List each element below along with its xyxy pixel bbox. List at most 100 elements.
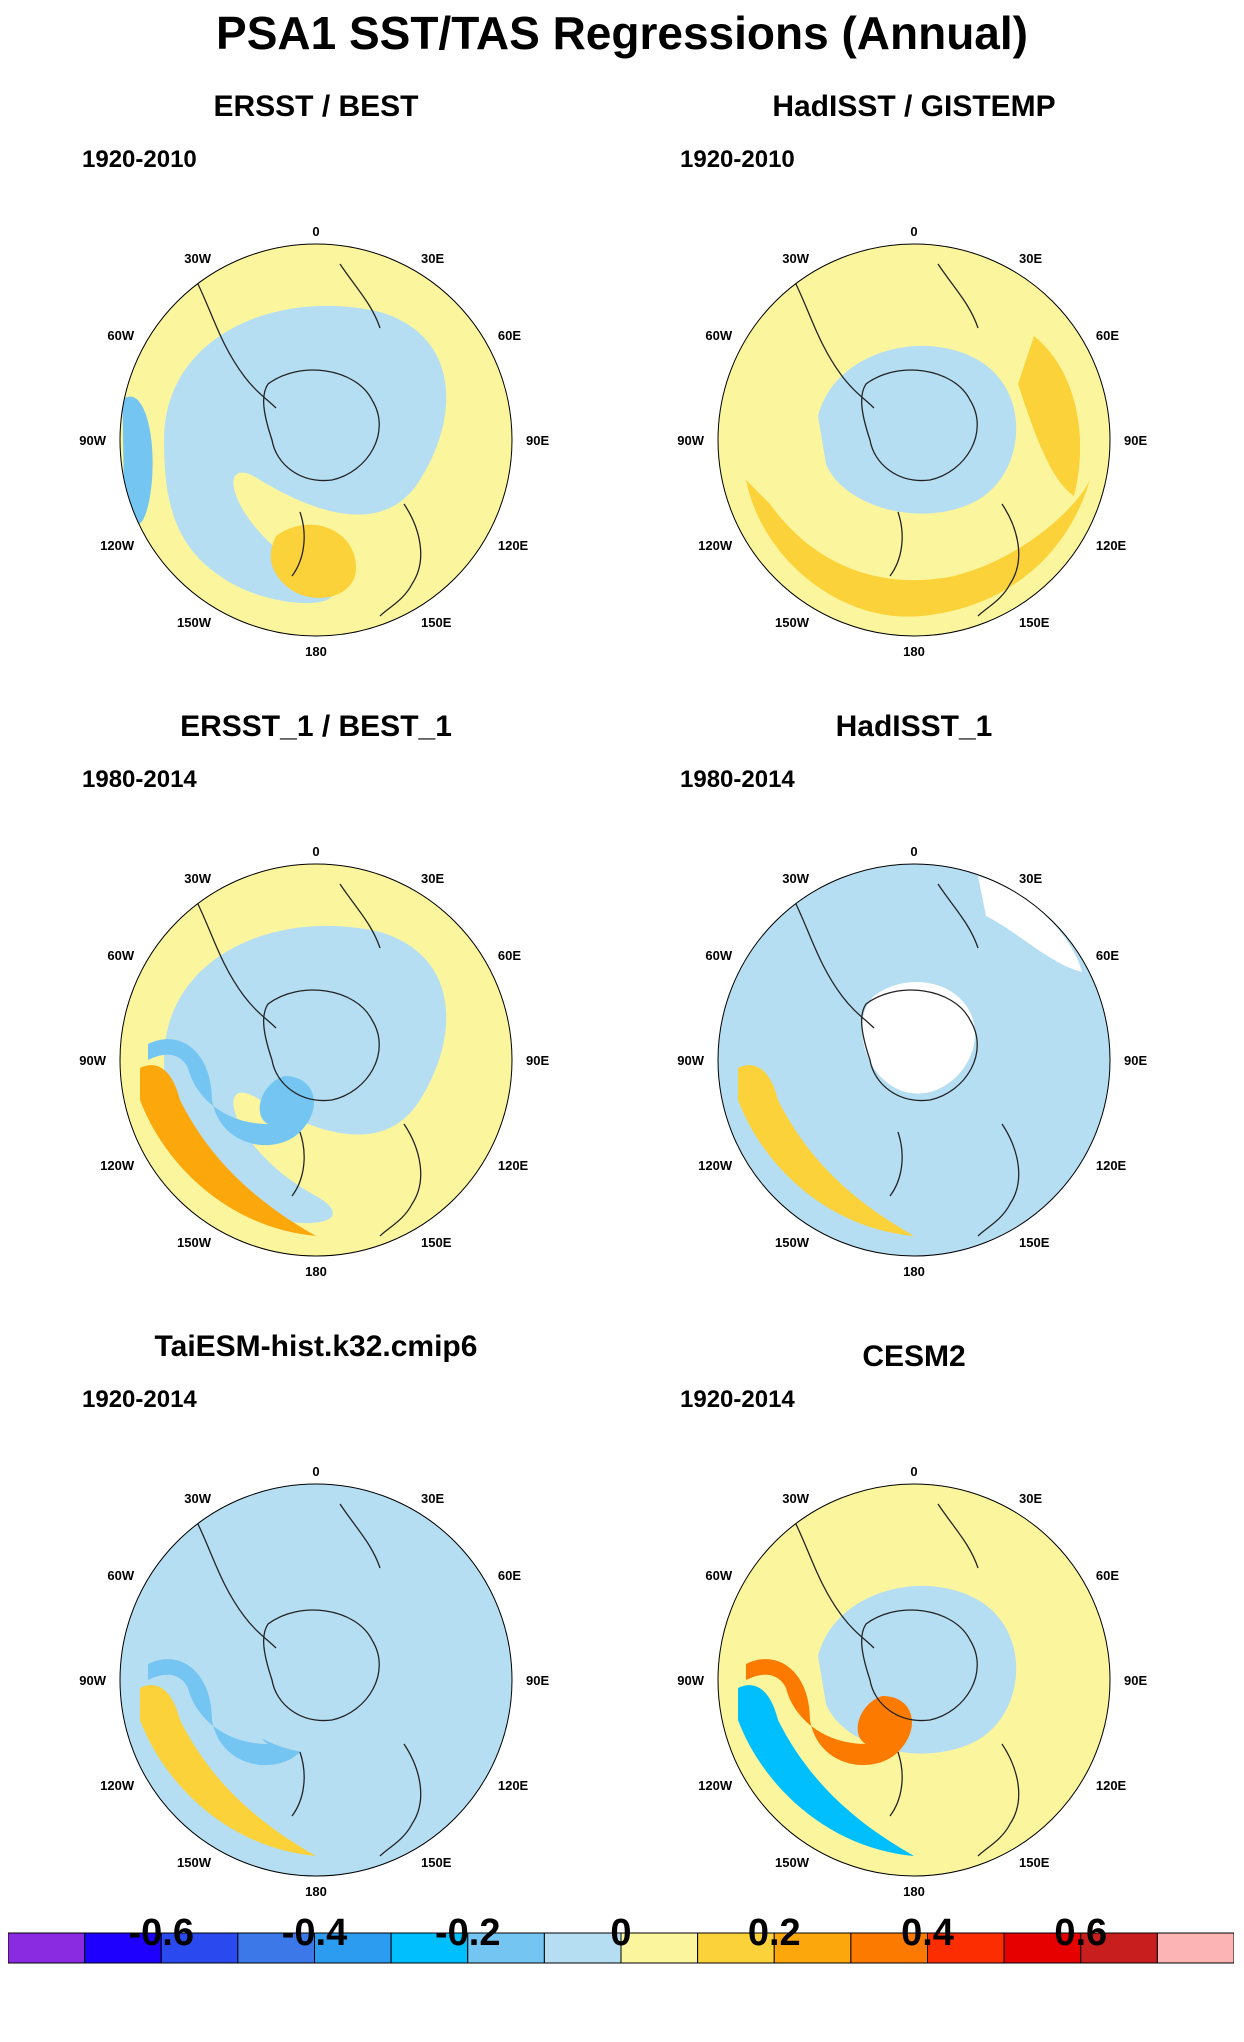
coastline [937, 883, 979, 949]
coastline [793, 1519, 875, 1649]
map-border [717, 1483, 1111, 1877]
contour-region [140, 1685, 316, 1856]
contour-region [270, 524, 356, 598]
coastline [937, 1503, 979, 1569]
longitude-label: 150E [421, 1235, 452, 1250]
map-panel-taiesm: 0 30E 60E 90E 120E 150E 180 150W 120W 90W 60W 30W T… [16, 1330, 616, 1950]
contour-region [746, 480, 1090, 617]
panel-title: HadISST_1 [835, 710, 993, 743]
coastline [379, 503, 422, 617]
map-panel-cesm2: 0 30E 60E 90E 120E 150E 180 150W 120W 90W 60W 30W C… [614, 1330, 1214, 1950]
longitude-label: 90E [1124, 1673, 1147, 1688]
longitude-label: 0 [910, 1464, 917, 1479]
longitude-label: 90E [1124, 1053, 1147, 1068]
longitude-label: 60E [498, 1568, 521, 1583]
map-panel-ersst1-best1: 0 30E 60E 90E 120E 150E 180 150W 120W 90W 60W 30W E… [16, 710, 616, 1330]
map-border [119, 863, 513, 1257]
coastline [195, 1519, 277, 1649]
colorbar-swatch [1080, 1932, 1158, 1964]
longitude-label: 150W [177, 1235, 212, 1250]
colorbar-swatch [773, 1932, 852, 1964]
coastline [793, 279, 875, 409]
longitude-label: 150W [775, 615, 810, 630]
coastline [263, 1609, 380, 1722]
longitude-label: 90W [79, 1053, 106, 1068]
colorbar-swatch [160, 1932, 239, 1964]
longitude-label: 120W [698, 1158, 733, 1173]
longitude-label: 120E [1096, 1158, 1127, 1173]
longitude-label: 150E [1019, 615, 1050, 630]
coastline [977, 503, 1020, 617]
contour-region [220, 1585, 419, 1754]
contour-region [122, 396, 153, 525]
longitude-label: 120E [1096, 1778, 1127, 1793]
coastline [379, 1123, 422, 1237]
coastline [889, 511, 903, 577]
longitude-label: 0 [312, 844, 319, 859]
polar-map: 0 30E 60E 90E 120E 150E 180 150W 120W 90W 60W 30W [79, 224, 549, 659]
coastline [291, 1131, 305, 1197]
longitude-label: 30E [421, 1491, 444, 1506]
longitude-label: 90W [677, 1053, 704, 1068]
longitude-label: 30E [421, 871, 444, 886]
colorbar-swatch [1156, 1932, 1234, 1964]
coastline [195, 899, 277, 1029]
colorbar-swatch [850, 1932, 928, 1964]
longitude-label: 60W [705, 328, 732, 343]
coastline [339, 883, 381, 949]
longitude-label: 120E [498, 1158, 529, 1173]
longitude-label: 150E [1019, 1855, 1050, 1870]
longitude-label: 150E [421, 615, 452, 630]
longitude-label: 60W [107, 948, 134, 963]
longitude-label: 90W [79, 433, 106, 448]
panel-title: HadISST / GISTEMP [772, 90, 1056, 123]
longitude-label: 30E [1019, 251, 1042, 266]
map-border [119, 243, 513, 637]
longitude-label: 150E [421, 1855, 452, 1870]
contour-region [164, 925, 447, 1224]
figure-title: PSA1 SST/TAS Regressions (Annual) [216, 7, 1028, 59]
panel-period: 1980-2014 [82, 766, 197, 793]
longitude-label: 90W [79, 1673, 106, 1688]
contour-region [746, 1659, 912, 1766]
colorbar-swatch [620, 1932, 699, 1964]
longitude-label: 90E [526, 1673, 549, 1688]
longitude-label: 90W [677, 1673, 704, 1688]
colorbar-swatch [697, 1932, 775, 1964]
longitude-label: 0 [312, 1464, 319, 1479]
longitude-label: 120E [1096, 538, 1127, 553]
colorbar-tick-label: 0 [610, 1912, 632, 1954]
polar-map: 0 30E 60E 90E 120E 150E 180 150W 120W 90W 60W 30W [677, 224, 1147, 659]
longitude-label: 150E [1019, 1235, 1050, 1250]
panel-period: 1920-2010 [680, 146, 795, 173]
coastline [977, 1743, 1020, 1857]
colorbar-swatch [314, 1932, 392, 1964]
longitude-label: 0 [312, 224, 319, 239]
colorbar-swatch [1003, 1932, 1082, 1964]
longitude-label: 90W [677, 433, 704, 448]
coastline [291, 1751, 305, 1817]
longitude-label: 30W [184, 1491, 211, 1506]
longitude-label: 60W [705, 1568, 732, 1583]
longitude-label: 120W [100, 1158, 135, 1173]
map-panel-hadisst1: 0 30E 60E 90E 120E 150E 180 150W 120W 90W 60W 30W H… [614, 710, 1214, 1330]
coastline [861, 1609, 978, 1722]
colorbar-tick-label: 0.2 [747, 1912, 801, 1954]
longitude-label: 60W [705, 948, 732, 963]
contour-region [818, 345, 1017, 514]
longitude-label: 30W [782, 871, 809, 886]
colorbar-tick-label: 0.6 [1054, 1912, 1108, 1954]
panel-title: ERSST / BEST [213, 90, 419, 123]
panel-title: CESM2 [862, 1340, 966, 1373]
coastline [889, 1751, 903, 1817]
longitude-label: 150W [775, 1235, 810, 1250]
longitude-label: 180 [903, 1264, 925, 1279]
longitude-label: 60W [107, 1568, 134, 1583]
polar-map: 0 30E 60E 90E 120E 150E 180 150W 120W 90W 60W 30W [677, 844, 1147, 1279]
coastline [889, 1131, 903, 1197]
panel-title: ERSST_1 / BEST_1 [180, 710, 452, 743]
longitude-label: 120E [498, 1778, 529, 1793]
longitude-label: 30E [421, 251, 444, 266]
longitude-label: 180 [305, 1884, 327, 1899]
contour-region [1018, 336, 1081, 496]
